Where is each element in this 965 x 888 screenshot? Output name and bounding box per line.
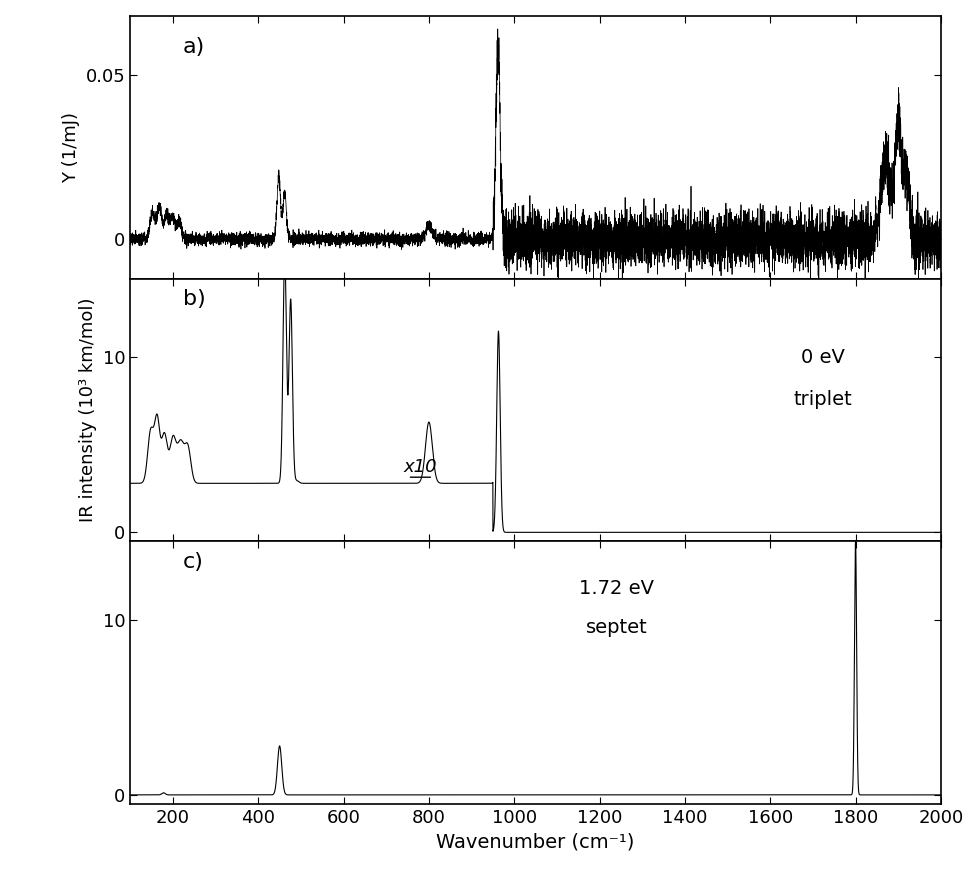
Text: 0 eV: 0 eV [801,348,845,367]
Y-axis label: IR intensity (10³ km/mol): IR intensity (10³ km/mol) [79,297,97,522]
Text: a): a) [183,37,206,57]
Text: b): b) [183,289,206,309]
Text: septet: septet [586,618,648,638]
Y-axis label: Y (1/mJ): Y (1/mJ) [62,112,80,183]
Text: x10: x10 [403,458,437,476]
Text: 1.72 eV: 1.72 eV [579,579,654,598]
Text: triplet: triplet [794,390,853,408]
X-axis label: Wavenumber (cm⁻¹): Wavenumber (cm⁻¹) [436,832,635,851]
Text: c): c) [183,551,204,572]
